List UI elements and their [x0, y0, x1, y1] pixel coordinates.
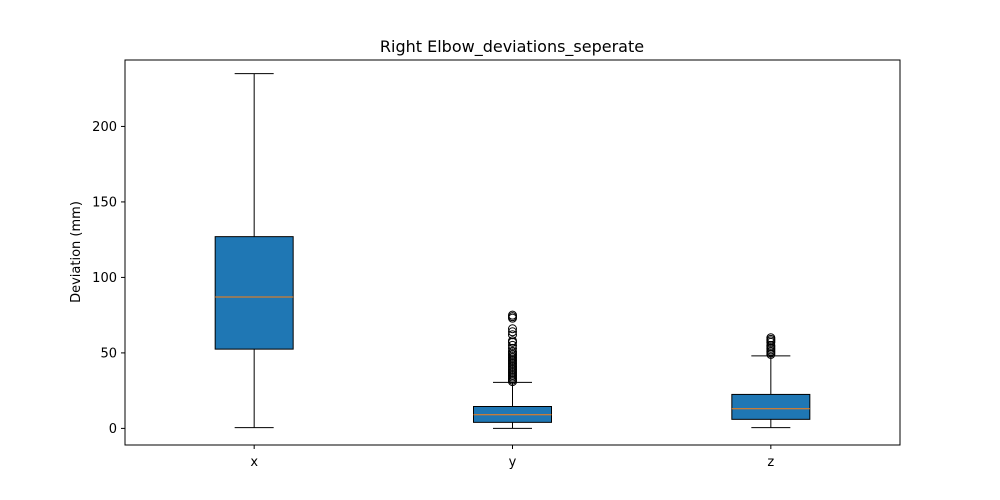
outlier-point	[508, 336, 517, 346]
x-tick-label: x	[250, 455, 258, 470]
outlier-point	[766, 333, 776, 343]
x-tick-label: y	[509, 455, 517, 470]
y-tick-label: 50	[100, 346, 117, 361]
x-tick-label: z	[767, 455, 774, 470]
outlier-point	[508, 346, 517, 356]
y-tick-label: 100	[92, 271, 117, 286]
outlier-point	[508, 330, 517, 340]
outlier-point	[508, 310, 517, 320]
plot-area: 0 50 100 150 200 x y z	[92, 59, 901, 470]
outlier-point	[508, 340, 517, 350]
box-x	[214, 236, 294, 350]
outlier-point	[508, 327, 517, 337]
y-tick-label: 200	[92, 120, 117, 135]
outlier-point	[508, 324, 517, 334]
chart-title: Right Elbow_deviations_seperate	[380, 37, 644, 57]
y-axis-label: Deviation (mm)	[69, 201, 84, 303]
y-tick-label: 150	[92, 195, 117, 210]
box-z	[731, 393, 811, 420]
y-tick-label: 0	[109, 422, 117, 437]
